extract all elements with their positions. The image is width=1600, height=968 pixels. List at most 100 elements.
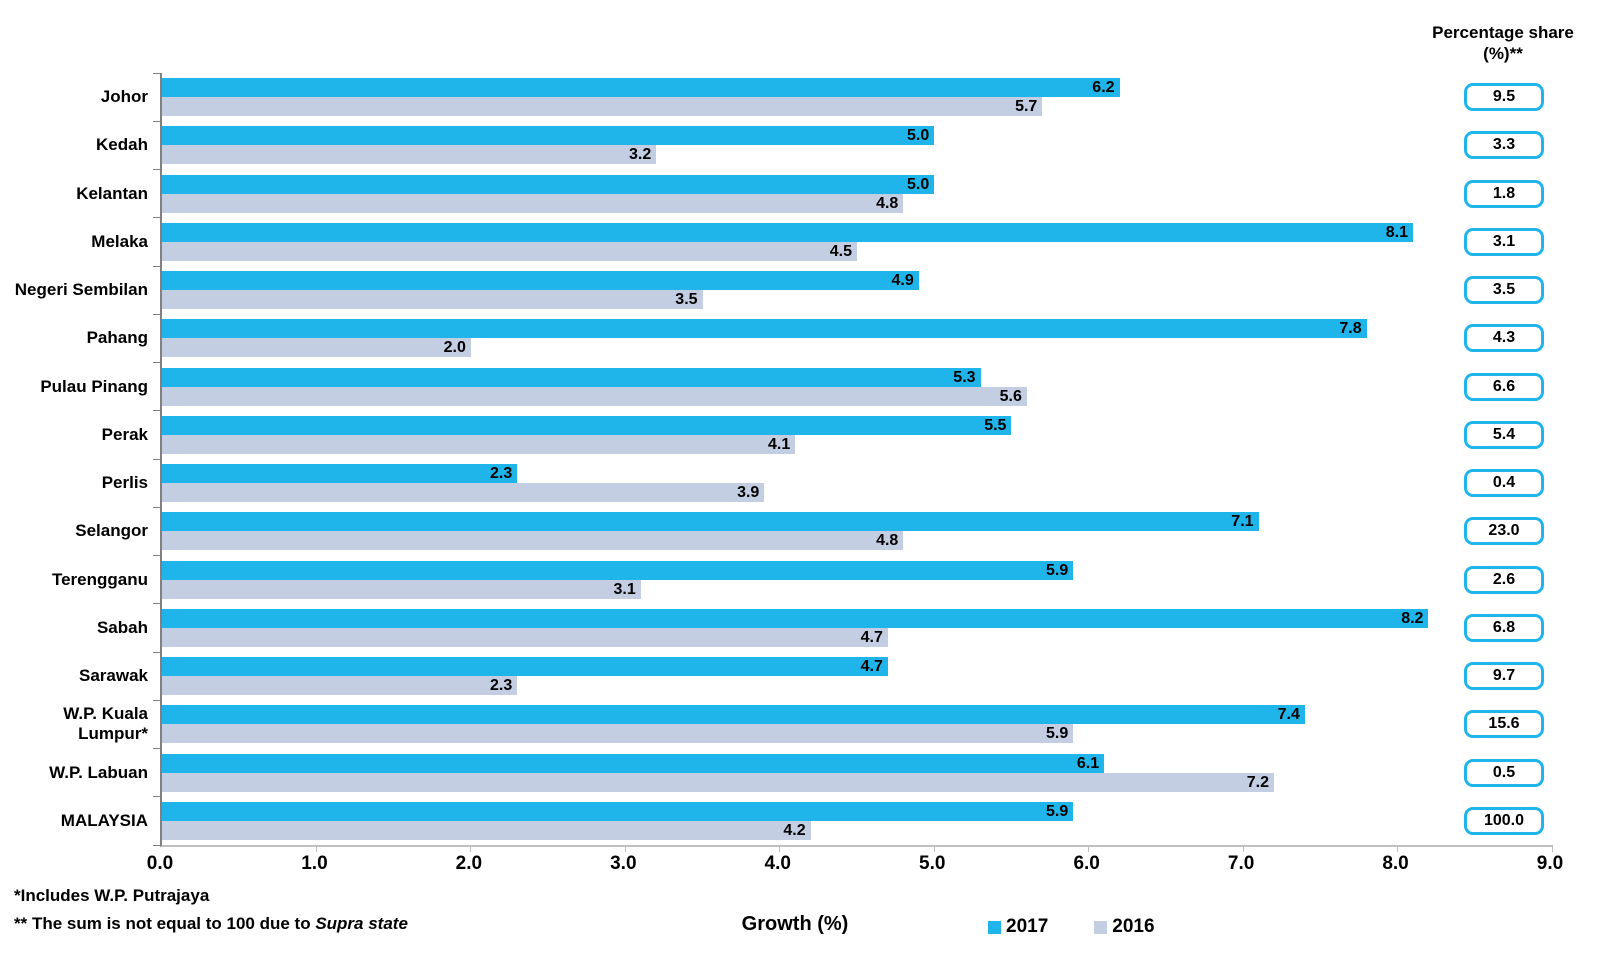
x-axis-tick-label: 4.0 <box>764 853 791 874</box>
footnote-putrajaya: *Includes W.P. Putrajaya <box>14 886 210 905</box>
bar-value-label: 7.1 <box>1231 513 1254 531</box>
category-label: Sabah <box>96 617 148 637</box>
category-label: Pahang <box>86 328 148 348</box>
share-badge: 0.4 <box>1464 469 1544 498</box>
bar-2017: 6.2 <box>162 78 1120 98</box>
share-column-header-line1: Percentage share <box>1432 23 1574 42</box>
bar-value-label: 6.2 <box>1092 79 1115 97</box>
share-badge: 9.7 <box>1464 662 1544 691</box>
x-axis-tick <box>1088 845 1090 852</box>
bar-value-label: 3.2 <box>628 146 652 164</box>
bar-value-label: 2.3 <box>489 677 513 695</box>
y-axis-tick <box>153 748 160 749</box>
footnotes: *Includes W.P. Putrajaya ** The sum is n… <box>14 882 408 938</box>
y-axis-tick <box>153 169 160 170</box>
bar-2016: 3.9 <box>162 483 765 503</box>
bar-value-label: 4.5 <box>829 242 852 260</box>
bar-2016: 4.8 <box>162 193 904 213</box>
bar-value-label: 2.3 <box>489 465 513 483</box>
bar-2017: 6.1 <box>162 753 1105 773</box>
x-axis-tick <box>624 845 626 852</box>
bar-value-label: 4.1 <box>767 435 791 453</box>
y-axis-tick <box>153 699 160 701</box>
y-axis-tick <box>153 217 160 219</box>
x-axis-title: Growth (%) <box>741 913 849 935</box>
y-axis-tick <box>153 506 160 508</box>
bar-value-label: 8.1 <box>1385 223 1408 241</box>
bar-2016: 3.1 <box>162 579 641 599</box>
category-label: Negeri Sembilan <box>14 280 148 300</box>
category-label: Kelantan <box>76 183 148 203</box>
footnote-supra: ** The sum is not equal to 100 due to Su… <box>14 914 408 933</box>
bar-value-label: 4.8 <box>876 194 899 212</box>
bar-2016: 4.5 <box>162 241 857 261</box>
bar-value-label: 4.7 <box>860 658 883 676</box>
bar-value-label: 4.9 <box>891 272 914 290</box>
legend-item-2016: 2016 <box>1094 916 1155 938</box>
x-axis-tick <box>1551 845 1553 852</box>
category-label: Pulau Pinang <box>40 376 148 396</box>
legend-label: 2017 <box>1006 916 1049 937</box>
bar-value-label: 5.3 <box>953 368 976 386</box>
x-axis-tick <box>1397 845 1399 852</box>
share-badge: 2.6 <box>1464 565 1544 594</box>
bar-2017: 7.1 <box>162 512 1259 532</box>
bar-value-label: 7.4 <box>1277 706 1300 724</box>
bar-2017: 5.5 <box>162 415 1012 435</box>
share-badge: 9.5 <box>1464 83 1544 112</box>
y-axis-tick <box>153 458 160 460</box>
x-axis-tick-label: 2.0 <box>455 853 483 874</box>
bar-2017: 5.0 <box>162 126 935 146</box>
y-axis-tick <box>153 555 160 556</box>
x-axis-tick <box>779 845 781 852</box>
bar-2016: 5.6 <box>162 386 1027 406</box>
legend-swatch-2017 <box>988 920 1001 934</box>
bar-value-label: 5.6 <box>999 387 1022 405</box>
bar-2017: 5.0 <box>162 174 935 194</box>
share-badge: 0.5 <box>1464 758 1544 787</box>
y-axis-tick <box>153 362 160 363</box>
bar-2016: 5.7 <box>162 97 1043 117</box>
y-axis-tick <box>153 603 160 605</box>
bar-2016: 5.9 <box>162 724 1074 744</box>
legend-label: 2016 <box>1112 916 1155 937</box>
y-axis-tick <box>153 844 160 846</box>
category-label: Perak <box>101 424 148 444</box>
share-badge: 1.8 <box>1464 179 1544 208</box>
x-axis-tick <box>315 845 317 852</box>
category-label: W.P. Labuan <box>49 762 148 782</box>
x-axis-tick <box>470 845 472 852</box>
share-badge: 5.4 <box>1464 420 1544 449</box>
category-label: Kedah <box>96 135 148 155</box>
bar-value-label: 3.9 <box>737 484 760 502</box>
category-label: Melaka <box>91 231 148 251</box>
bar-2016: 4.2 <box>162 820 811 840</box>
plot-area: 6.2 5.7 5.0 3.2 5.0 4.8 8.1 4.5 4.9 3.5 7.8 2.0 5.3 5… <box>153 72 1553 852</box>
bar-value-label: 7.8 <box>1339 320 1362 338</box>
bar-2017: 5.9 <box>162 801 1074 821</box>
bar-2016: 4.7 <box>162 627 888 647</box>
bar-2016: 4.1 <box>162 434 796 454</box>
y-axis-tick <box>153 265 160 267</box>
bar-value-label: 5.5 <box>984 416 1007 434</box>
x-axis-tick-label: 8.0 <box>1382 853 1409 874</box>
bar-2017: 8.2 <box>162 608 1429 628</box>
x-axis-tick-label: 1.0 <box>301 853 328 874</box>
category-label: Johor <box>100 87 148 107</box>
legend-item-2017: 2017 <box>988 916 1048 938</box>
bar-2016: 3.2 <box>162 145 657 165</box>
bar-2016: 2.3 <box>162 676 518 696</box>
y-axis-tick <box>153 651 160 653</box>
bar-value-label: 7.2 <box>1246 773 1269 791</box>
x-axis-tick <box>933 845 935 852</box>
y-axis-tick <box>153 796 160 798</box>
bar-2017: 2.3 <box>162 464 518 484</box>
chart-legend: 2017 2016 <box>988 916 1155 938</box>
bar-2017: 4.9 <box>162 271 919 291</box>
category-label: W.P. Kuala Lumpur* <box>63 704 148 744</box>
x-axis-tick-label: 5.0 <box>919 853 946 874</box>
x-axis-tick-label: 9.0 <box>1536 853 1564 874</box>
bar-2017: 7.4 <box>162 705 1305 725</box>
bar-value-label: 5.7 <box>1015 98 1038 116</box>
